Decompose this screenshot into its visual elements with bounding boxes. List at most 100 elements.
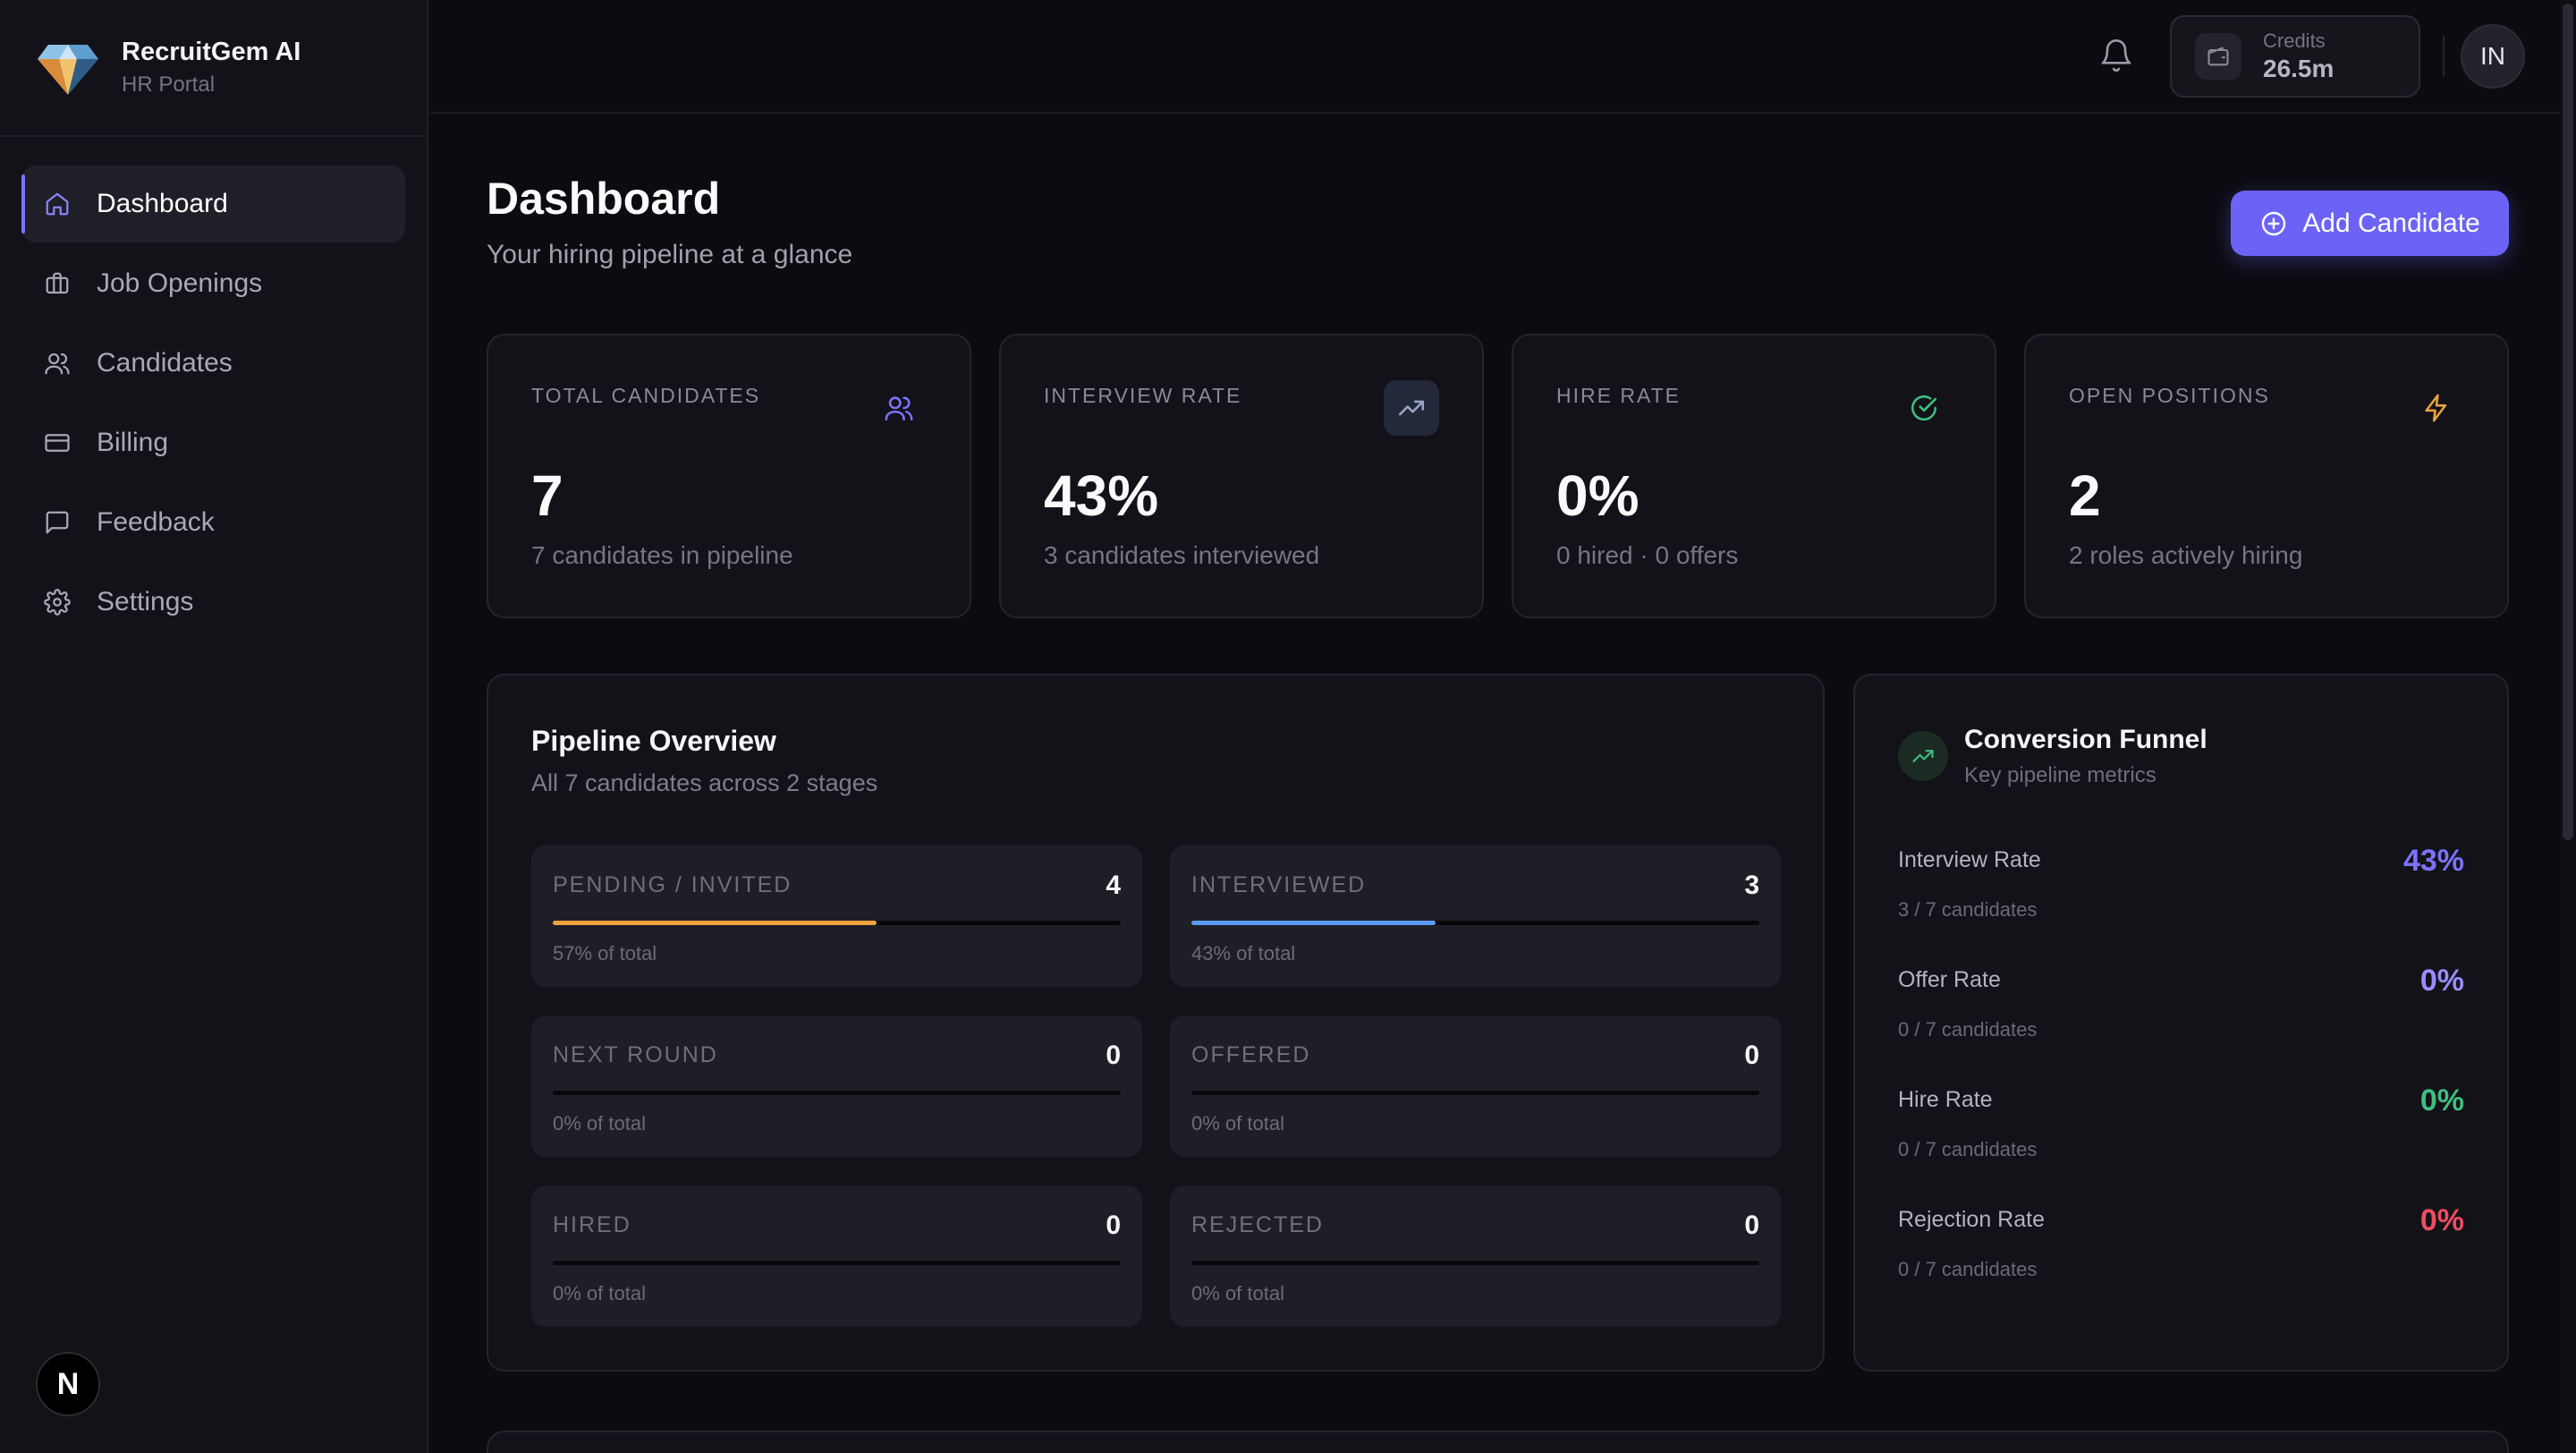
sidebar-item-dashboard[interactable]: Dashboard	[21, 166, 405, 242]
stage-count: 0	[1744, 1041, 1759, 1070]
stage-name: INTERVIEWED	[1191, 872, 1367, 897]
stage-percent: 0% of total	[1191, 1282, 1284, 1304]
stage-progress-bar	[553, 921, 1121, 925]
stage-name: OFFERED	[1191, 1042, 1311, 1067]
stage-percent: 0% of total	[553, 1112, 646, 1134]
scrollbar[interactable]	[2560, 0, 2576, 1453]
stage-hired[interactable]: HIRED 0 0% of total	[531, 1185, 1142, 1327]
stage-count: 0	[1744, 1211, 1759, 1240]
stat-label: TOTAL CANDIDATES	[531, 384, 761, 407]
stage-progress-bar	[1191, 921, 1759, 925]
wallet-icon	[2195, 33, 2241, 80]
stage-progress-bar	[553, 1261, 1121, 1265]
stage-percent: 57% of total	[553, 942, 657, 964]
stage-name: PENDING / INVITED	[553, 872, 792, 897]
funnel-subtitle: Key pipeline metrics	[1964, 763, 2157, 787]
add-candidate-button[interactable]: Add Candidate	[2231, 191, 2509, 256]
sidebar-item-label: Candidates	[97, 348, 233, 378]
trending-up-icon	[1384, 380, 1439, 436]
stage-progress-bar	[1191, 1261, 1759, 1265]
stat-card-interview-rate: INTERVIEW RATE 43% 3 candidates intervie…	[999, 334, 1484, 618]
brand-name: RecruitGem AI	[122, 38, 301, 66]
stage-count: 4	[1106, 871, 1121, 900]
stage-progress-fill	[1191, 921, 1436, 925]
metric-value: 0%	[2419, 964, 2464, 998]
sidebar-item-job-openings[interactable]: Job Openings	[21, 245, 405, 322]
metric-offer-rate: Offer Rate 0% 0 / 7 candidates	[1898, 964, 2464, 1066]
stage-pending-invited[interactable]: PENDING / INVITED 4 57% of total	[531, 845, 1142, 987]
plus-circle-icon	[2259, 209, 2288, 238]
stat-description: 0 hired · 0 offers	[1556, 541, 1739, 569]
metric-name: Offer Rate	[1898, 967, 2001, 992]
sidebar-item-billing[interactable]: Billing	[21, 404, 405, 481]
trending-up-icon	[1898, 731, 1948, 781]
stat-description: 3 candidates interviewed	[1044, 541, 1320, 569]
sidebar: RecruitGem AI HR Portal Dashboard Job Op…	[0, 0, 428, 1453]
stat-value: 7	[531, 463, 564, 528]
sidebar-item-feedback[interactable]: Feedback	[21, 484, 405, 561]
stage-progress-fill	[553, 921, 877, 925]
scrollbar-thumb[interactable]	[2563, 4, 2573, 840]
stat-label: OPEN POSITIONS	[2069, 384, 2270, 407]
sidebar-item-label: Dashboard	[97, 189, 228, 218]
metric-sub: 0 / 7 candidates	[1898, 1138, 2038, 1160]
stage-count: 0	[1106, 1041, 1121, 1070]
stage-offered[interactable]: OFFERED 0 0% of total	[1170, 1015, 1781, 1157]
stat-description: 2 roles actively hiring	[2069, 541, 2303, 569]
conversion-funnel-panel: Conversion Funnel Key pipeline metrics I…	[1853, 674, 2509, 1372]
credit-card-icon	[43, 429, 72, 457]
stat-value: 43%	[1044, 463, 1159, 528]
stat-card-open-positions: OPEN POSITIONS 2 2 roles actively hiring	[2024, 334, 2509, 618]
avatar[interactable]: IN	[2461, 24, 2525, 89]
home-icon	[43, 190, 72, 218]
users-icon	[871, 380, 927, 436]
metric-sub: 0 / 7 candidates	[1898, 1258, 2038, 1280]
stat-card-total-candidates: TOTAL CANDIDATES 7 7 candidates in pipel…	[487, 334, 971, 618]
page-subtitle: Your hiring pipeline at a glance	[487, 240, 853, 269]
sidebar-item-settings[interactable]: Settings	[21, 564, 405, 641]
metric-value: 43%	[2402, 844, 2464, 878]
zap-icon	[2409, 380, 2464, 436]
topbar	[430, 0, 2576, 114]
metric-rejection-rate: Rejection Rate 0% 0 / 7 candidates	[1898, 1203, 2464, 1305]
diamond-icon	[36, 39, 100, 97]
metric-name: Interview Rate	[1898, 847, 2041, 872]
stage-progress-bar	[1191, 1091, 1759, 1095]
brand[interactable]: RecruitGem AI HR Portal	[0, 0, 427, 137]
n-badge-button[interactable]: N	[36, 1352, 100, 1416]
bell-icon	[2101, 39, 2131, 72]
next-panel	[487, 1431, 2509, 1453]
stage-rejected[interactable]: REJECTED 0 0% of total	[1170, 1185, 1781, 1327]
stage-name: NEXT ROUND	[553, 1042, 718, 1067]
stat-description: 7 candidates in pipeline	[531, 541, 793, 569]
pipeline-subtitle: All 7 candidates across 2 stages	[531, 769, 878, 796]
gear-icon	[43, 588, 72, 616]
check-circle-icon	[1896, 380, 1952, 436]
briefcase-icon	[43, 269, 72, 298]
stage-name: REJECTED	[1191, 1212, 1324, 1237]
funnel-title: Conversion Funnel	[1964, 725, 2207, 754]
page-title: Dashboard	[487, 174, 721, 224]
sidebar-item-candidates[interactable]: Candidates	[21, 325, 405, 402]
metric-sub: 3 / 7 candidates	[1898, 898, 2038, 921]
stage-progress-bar	[553, 1091, 1121, 1095]
stage-percent: 0% of total	[553, 1282, 646, 1304]
brand-subtitle: HR Portal	[122, 72, 216, 97]
credits-widget[interactable]: Credits 26.5m	[2170, 15, 2420, 98]
stat-label: HIRE RATE	[1556, 384, 1681, 407]
stage-percent: 43% of total	[1191, 942, 1296, 964]
sidebar-item-label: Job Openings	[97, 268, 263, 298]
stage-count: 0	[1106, 1211, 1121, 1240]
stage-name: HIRED	[553, 1212, 631, 1237]
message-icon	[43, 508, 72, 537]
credits-label: Credits	[2263, 30, 2326, 52]
pipeline-overview-panel: Pipeline Overview All 7 candidates acros…	[487, 674, 1825, 1372]
stage-interviewed[interactable]: INTERVIEWED 3 43% of total	[1170, 845, 1781, 987]
add-candidate-label: Add Candidate	[2302, 208, 2480, 238]
stage-next-round[interactable]: NEXT ROUND 0 0% of total	[531, 1015, 1142, 1157]
topbar-divider	[2443, 36, 2445, 77]
notifications-button[interactable]	[2097, 34, 2136, 77]
sidebar-nav: Dashboard Job Openings Candidates Billin…	[0, 137, 427, 672]
stat-value: 2	[2069, 463, 2101, 528]
stat-card-hire-rate: HIRE RATE 0% 0 hired · 0 offers	[1512, 334, 1996, 618]
